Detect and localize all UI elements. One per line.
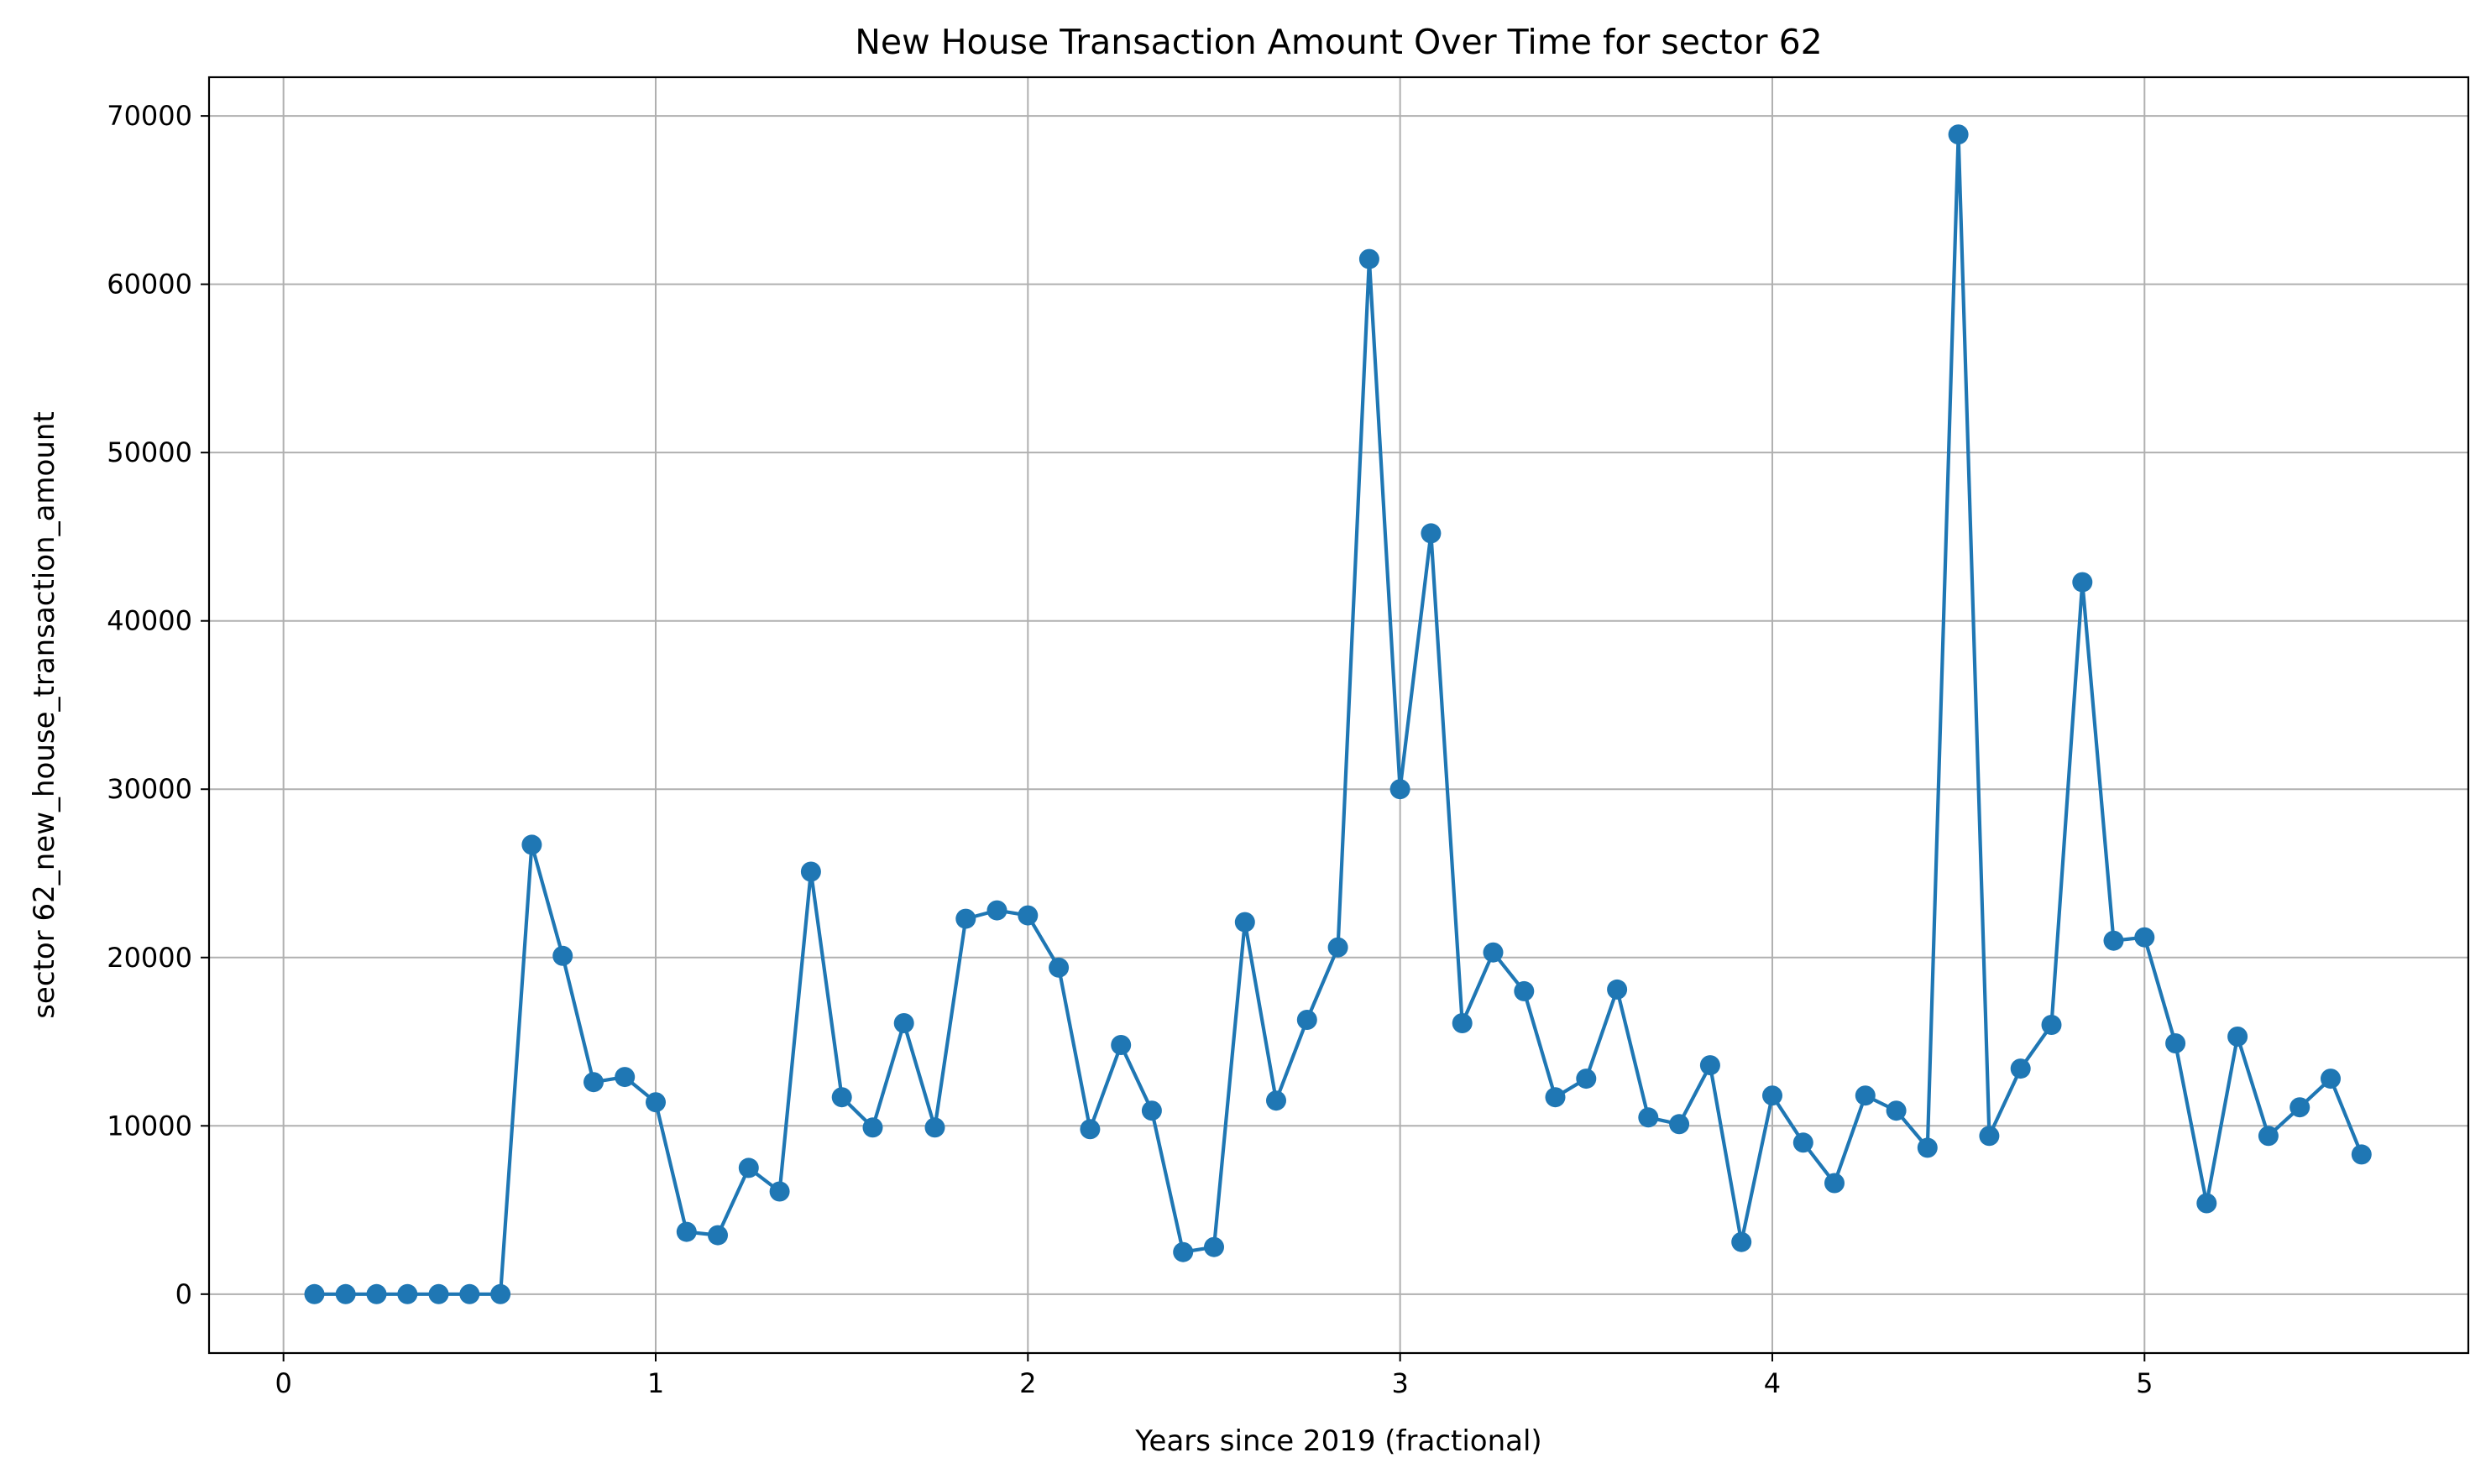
x-tick-label: 4 <box>1764 1367 1781 1399</box>
data-point <box>304 1283 325 1304</box>
data-point <box>1327 937 1348 958</box>
x-tick-label: 1 <box>647 1367 664 1399</box>
y-tick-label: 70000 <box>107 100 192 132</box>
y-tick-label: 50000 <box>107 436 192 468</box>
chart-title: New House Transaction Amount Over Time f… <box>855 22 1822 62</box>
data-point <box>924 1117 945 1138</box>
data-point <box>2321 1069 2341 1089</box>
y-tick-label: 20000 <box>107 942 192 974</box>
data-point <box>1917 1137 1938 1158</box>
data-point <box>1948 124 1969 145</box>
data-point <box>2010 1058 2031 1079</box>
data-point <box>1141 1100 1162 1121</box>
x-axis: 0 1 2 3 4 5 <box>275 1353 2153 1399</box>
data-point <box>2227 1027 2248 1047</box>
data-point <box>1049 957 1070 978</box>
data-point <box>862 1117 883 1138</box>
y-tick-label: 10000 <box>107 1110 192 1142</box>
data-point <box>366 1283 387 1304</box>
data-point <box>1204 1236 1224 1257</box>
data-point <box>769 1181 790 1202</box>
data-point <box>1018 905 1039 926</box>
data-point <box>1483 942 1504 963</box>
data-point <box>2196 1193 2217 1214</box>
data-point <box>1669 1114 1690 1135</box>
data-point <box>800 861 821 882</box>
data-point <box>1452 1013 1473 1033</box>
data-point <box>2072 572 2093 593</box>
data-point <box>1638 1107 1659 1128</box>
data-point <box>1234 912 1255 933</box>
data-point <box>955 908 976 929</box>
data-point <box>615 1067 636 1088</box>
data-point <box>831 1087 852 1108</box>
x-tick-label: 3 <box>1391 1367 1408 1399</box>
data-point <box>1699 1055 1720 1076</box>
data-point <box>2258 1126 2279 1147</box>
data-point <box>1358 248 1379 269</box>
data-point <box>428 1283 449 1304</box>
y-tick-label: 0 <box>175 1278 192 1310</box>
data-point <box>521 834 542 855</box>
data-point <box>1389 779 1410 800</box>
data-point <box>1173 1241 1194 1262</box>
data-point <box>552 945 573 966</box>
data-point <box>1421 523 1442 544</box>
data-point <box>1607 979 1628 1000</box>
data-point <box>459 1283 480 1304</box>
data-point <box>1576 1069 1597 1089</box>
data-point <box>2041 1015 2062 1035</box>
data-point <box>1855 1085 1876 1106</box>
y-axis-label: sector 62_new_house_transaction_amount <box>28 411 61 1019</box>
y-tick-label: 40000 <box>107 605 192 637</box>
data-point <box>676 1221 697 1242</box>
data-point <box>2134 927 2155 948</box>
y-tick-label: 60000 <box>107 269 192 300</box>
data-point <box>1296 1010 1317 1030</box>
plot-frame <box>207 76 2470 1355</box>
data-point <box>1886 1100 1907 1121</box>
data-point <box>1979 1126 2000 1147</box>
data-point <box>986 900 1007 921</box>
x-axis-label: Years since 2019 (fractional) <box>1134 1424 1541 1458</box>
data-point <box>738 1157 759 1178</box>
data-point <box>584 1072 604 1093</box>
data-point <box>2103 930 2124 951</box>
data-point <box>490 1283 511 1304</box>
data-point <box>1266 1090 1286 1111</box>
data-point <box>893 1013 914 1033</box>
y-axis: 0 10000 20000 30000 40000 50000 60000 70000 <box>107 100 209 1310</box>
data-point <box>646 1092 666 1113</box>
x-tick-label: 5 <box>2136 1367 2153 1399</box>
data-point <box>1824 1173 1845 1194</box>
series-line-group <box>304 124 2372 1304</box>
data-point <box>1762 1085 1782 1106</box>
grid <box>209 77 2468 1353</box>
data-point <box>1545 1087 1566 1108</box>
data-point <box>1514 980 1535 1001</box>
data-point <box>335 1283 356 1304</box>
data-point <box>708 1225 728 1246</box>
y-tick-label: 30000 <box>107 773 192 805</box>
x-tick-label: 0 <box>275 1367 291 1399</box>
data-point <box>1111 1035 1132 1055</box>
data-point <box>397 1283 418 1304</box>
data-point <box>2165 1033 2186 1053</box>
data-point <box>1080 1119 1101 1140</box>
data-point <box>1792 1132 1813 1153</box>
data-point <box>1731 1231 1752 1252</box>
data-point <box>2351 1144 2372 1165</box>
data-point <box>2290 1097 2310 1118</box>
x-tick-label: 2 <box>1019 1367 1036 1399</box>
